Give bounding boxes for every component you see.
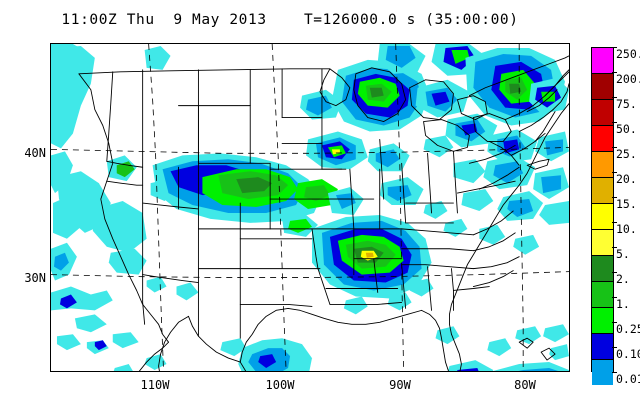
colorbar-band-20 [592, 178, 613, 204]
lon-label-80w: 80W [514, 378, 536, 392]
precip-upper-midwest [300, 59, 430, 206]
colorbar-tick [612, 372, 617, 373]
colorbar-tick [612, 322, 617, 323]
colorbar-label-200: 200. [616, 72, 640, 86]
colorbar-label-15: 15. [616, 197, 637, 211]
colorbar-label-1: 1. [616, 297, 630, 311]
precipitation-colorbar[interactable] [591, 47, 614, 385]
precip-colorado-kansas-band [152, 153, 364, 237]
lat-label-40n: 40N [24, 146, 46, 160]
colorbar-band-200 [592, 74, 613, 100]
precip-mid-atlantic [423, 201, 540, 255]
colorbar-band-75 [592, 100, 613, 126]
precip-florida-cuba [435, 324, 569, 371]
colorbar-label-75: 75. [616, 97, 637, 111]
colorbar-band-025 [592, 334, 613, 360]
figure-title: 11:00Z Thu 9 May 2013 T=126000.0 s (35:0… [61, 12, 519, 28]
colorbar-tick [612, 147, 617, 148]
colorbar-tick [612, 47, 617, 48]
colorbar-tick [612, 197, 617, 198]
colorbar-band-250 [592, 48, 613, 74]
colorbar-label-5: 5. [616, 247, 630, 261]
colorbar-band-010 [592, 360, 613, 385]
precip-southwest [113, 354, 167, 371]
colorbar-band-5 [592, 256, 613, 282]
map-plot-area[interactable] [50, 43, 570, 372]
precip-south-texas [220, 338, 312, 371]
lat-label-30n: 30N [24, 271, 46, 285]
colorbar-label-250: 250. [616, 47, 640, 61]
map-canvas [51, 44, 569, 371]
colorbar-tick [612, 172, 617, 173]
colorbar-band-1 [592, 308, 613, 334]
colorbar-label-025: 0.25 [616, 322, 640, 336]
lon-label-100w: 100W [265, 378, 295, 392]
colorbar-tick-labels: 250. 200. 75. 50. 25. 20. 15. 10. 5. 2. 1. 0.25 0.10… [616, 40, 640, 386]
colorbar-band-2 [592, 282, 613, 308]
lon-label-110w: 110W [140, 378, 170, 392]
colorbar-band-10 [592, 230, 613, 256]
precipitation-field [51, 44, 569, 371]
precip-pacific-northwest [51, 44, 147, 275]
colorbar-label-10: 10. [616, 222, 637, 236]
colorbar-tick [612, 97, 617, 98]
colorbar-band-15 [592, 204, 613, 230]
precip-pacific-california [51, 45, 139, 355]
colorbar-label-50: 50. [616, 122, 637, 136]
colorbar-band-50 [592, 126, 613, 152]
colorbar-label-010: 0.10 [616, 347, 640, 361]
colorbar-tick [612, 122, 617, 123]
colorbar-label-001: 0.01 [616, 372, 640, 386]
colorbar-tick [612, 272, 617, 273]
colorbar-label-20: 20. [616, 172, 637, 186]
colorbar-tick [612, 297, 617, 298]
colorbar-tick [612, 347, 617, 348]
colorbar-tick [612, 72, 617, 73]
colorbar-tick [612, 222, 617, 223]
colorbar-label-25: 25. [616, 147, 637, 161]
colorbar-label-2: 2. [616, 272, 630, 286]
colorbar-band-25 [592, 152, 613, 178]
colorbar-tick [612, 247, 617, 248]
map-graticule [51, 44, 569, 371]
lon-label-90w: 90W [389, 378, 411, 392]
